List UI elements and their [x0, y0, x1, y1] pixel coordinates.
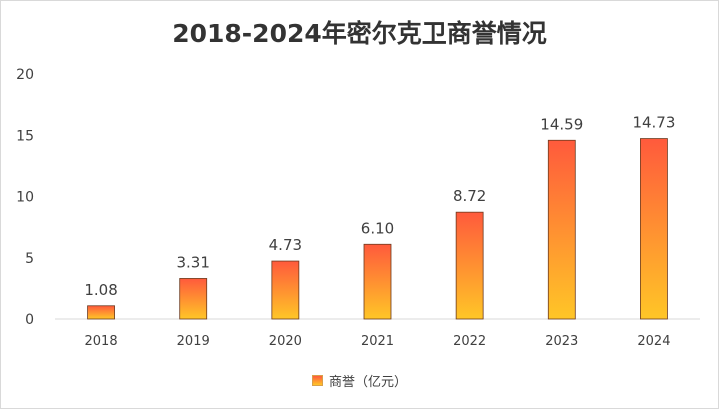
data-label-2020: 4.73 — [269, 236, 302, 254]
data-label-2021: 6.10 — [361, 219, 394, 237]
bar-2022 — [455, 211, 484, 320]
y-tick-label: 5 — [25, 251, 34, 267]
bar-2020 — [271, 260, 300, 320]
bar-2018 — [87, 305, 115, 320]
x-tick-label-2022: 2022 — [453, 334, 486, 349]
bar-2024 — [640, 138, 668, 320]
x-tick-label-2018: 2018 — [85, 334, 118, 349]
bar-2019 — [179, 278, 208, 320]
bar-2021 — [363, 243, 392, 320]
bar-2023 — [547, 139, 576, 320]
data-label-2019: 3.31 — [177, 253, 210, 271]
x-tick-label-2019: 2019 — [177, 334, 210, 349]
data-label-2023: 14.59 — [540, 115, 583, 133]
y-tick-label: 15 — [16, 128, 34, 144]
y-tick-label: 20 — [16, 67, 34, 83]
data-label-2022: 8.72 — [453, 187, 486, 205]
y-tick-label: 10 — [16, 190, 34, 206]
x-tick-label-2020: 2020 — [269, 334, 302, 349]
chart-title: 2018-2024年密尔克卫商誉情况 — [172, 19, 547, 48]
data-label-2018: 1.08 — [84, 281, 117, 299]
x-tick-label-2024: 2024 — [637, 334, 670, 349]
x-tick-label-2021: 2021 — [361, 334, 394, 349]
data-label-2024: 14.73 — [632, 114, 675, 132]
legend-swatch — [311, 375, 323, 386]
y-tick-label: 0 — [25, 312, 34, 328]
x-tick-label-2023: 2023 — [545, 334, 578, 349]
legend-label: 商誉（亿元） — [328, 375, 407, 390]
legend: 商誉（亿元） — [0, 371, 719, 390]
